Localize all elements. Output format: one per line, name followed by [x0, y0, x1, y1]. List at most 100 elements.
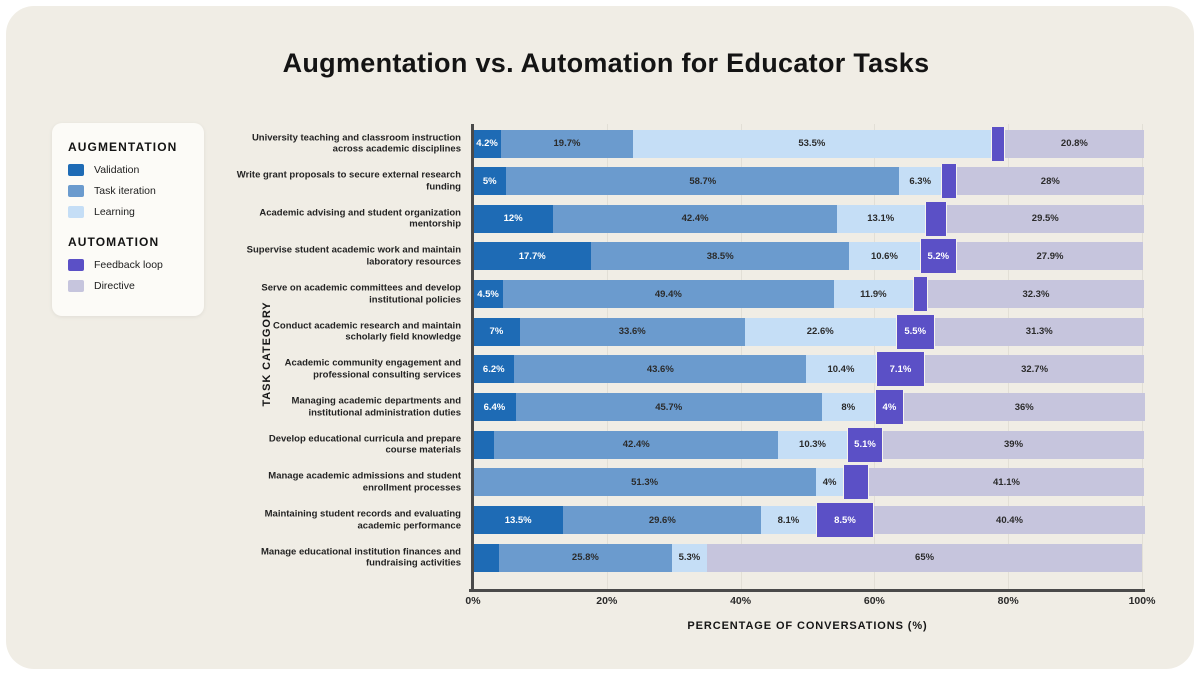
bar-row: 6.4% 45.7% 8% 4% 36% [473, 393, 1142, 421]
bar-value-label: 12% [504, 213, 523, 224]
category-label: Supervise student academic work and main… [236, 245, 461, 268]
x-tick-label: 40% [730, 595, 751, 607]
bar-value-label: 41.1% [993, 477, 1020, 488]
bar-segment-learning: 10.6% [849, 242, 920, 270]
bar-segment-directive: 31.3% [935, 318, 1144, 346]
bar-value-label: 45.7% [655, 402, 682, 413]
category-label: Manage academic admissions and student e… [236, 471, 461, 494]
bar-value-label: 36% [1015, 402, 1034, 413]
bar-segment-feedback-loop: 8.5% [816, 503, 875, 537]
bar-row: 17.7%38.5%10.6%5.2%27.9% [473, 242, 1142, 270]
bar-row: 51.3%4% 41.1% [473, 468, 1142, 496]
bar-value-label: 7.1% [890, 364, 912, 375]
bar-segment-directive: 27.9% [957, 242, 1144, 270]
bar-segment-validation: 4.5% [473, 280, 503, 308]
bar-value-label: 5% [483, 176, 497, 187]
bar-value-label: 33.6% [619, 326, 646, 337]
bar-value-label: 19.7% [554, 138, 581, 149]
bar-value-label: 10.4% [827, 364, 854, 375]
bar-segment-feedback-loop: 4% [875, 390, 904, 424]
bar-value-label: 31.3% [1026, 326, 1053, 337]
x-axis-title: PERCENTAGE OF CONVERSATIONS (%) [473, 620, 1142, 632]
bar-segment-task-iteration: 43.6% [514, 355, 806, 383]
bar-value-label: 32.7% [1021, 364, 1048, 375]
bar-value-label: 11.9% [860, 289, 886, 300]
category-label: Manage educational institution finances … [236, 546, 461, 569]
bar-segment-directive: 41.1% [869, 468, 1144, 496]
bar-value-label: 4.2% [476, 138, 498, 149]
bar-value-label: 5.1% [854, 439, 876, 450]
bar-segment-validation: 17.7% [473, 242, 591, 270]
bar-value-label: 4.5% [477, 289, 499, 300]
x-tick-label: 60% [864, 595, 885, 607]
bar-segment-learning: 5.3% [672, 544, 707, 572]
bar-value-label: 25.8% [572, 552, 599, 563]
bar-value-label: 8.1% [778, 515, 800, 526]
bar-segment-directive: 65% [707, 544, 1142, 572]
bar-segment-validation [473, 431, 494, 459]
y-axis-title: TASK CATEGORY [261, 302, 273, 407]
bar-segment-feedback-loop [913, 277, 928, 311]
bar-row: 42.4%10.3%5.1%39% [473, 431, 1142, 459]
bar-segment-validation: 6.4% [473, 393, 516, 421]
bar-value-label: 39% [1004, 439, 1023, 450]
bar-row: 7% 33.6% 22.6% 5.5% 31.3% [473, 318, 1142, 346]
category-label: Academic advising and student organizati… [236, 207, 461, 230]
bar-segment-feedback-loop [941, 164, 956, 198]
bar-segment-learning: 13.1% [837, 205, 925, 233]
bar-segment-validation: 13.5% [473, 506, 563, 534]
bar-value-label: 40.4% [996, 515, 1023, 526]
bar-segment-task-iteration: 19.7% [501, 130, 633, 158]
x-tick-label: 0% [465, 595, 480, 607]
bar-segment-learning: 4% [816, 468, 843, 496]
bar-segment-task-iteration: 33.6% [520, 318, 745, 346]
bar-segment-feedback-loop: 7.1% [876, 352, 925, 386]
bar-segment-learning: 22.6% [745, 318, 896, 346]
bar-segment-directive: 36% [904, 393, 1145, 421]
bar-value-label: 53.5% [798, 138, 825, 149]
bar-value-label: 22.6% [807, 326, 834, 337]
bar-segment-learning: 6.3% [899, 167, 941, 195]
bar-value-label: 5.2% [927, 251, 949, 262]
bar-value-label: 8.5% [834, 515, 856, 526]
bar-value-label: 29.6% [649, 515, 676, 526]
plot-area: 4.2% 19.7% 53.5% 20.8% 5% 58.7% 6.3% 28% 12% 42.4… [6, 6, 1200, 681]
bar-segment-task-iteration: 42.4% [494, 431, 778, 459]
bar-segment-feedback-loop [925, 202, 947, 236]
bar-value-label: 27.9% [1037, 251, 1064, 262]
bar-segment-task-iteration: 29.6% [563, 506, 761, 534]
bar-value-label: 13.1% [867, 213, 894, 224]
bar-value-label: 58.7% [689, 176, 716, 187]
bar-value-label: 4% [883, 402, 897, 413]
chart-card: Augmentation vs. Automation for Educator… [6, 6, 1194, 669]
bar-row: 12%42.4%13.1%29.5% [473, 205, 1142, 233]
bar-segment-validation: 6.2% [473, 355, 514, 383]
bar-segment-learning: 53.5% [633, 130, 991, 158]
bar-value-label: 20.8% [1061, 138, 1088, 149]
x-tick-label: 20% [596, 595, 617, 607]
bar-segment-feedback-loop: 5.5% [896, 315, 935, 349]
bar-segment-directive: 32.7% [925, 355, 1144, 383]
bar-value-label: 8% [841, 402, 855, 413]
category-label: Write grant proposals to secure external… [236, 170, 461, 193]
bar-row: 5% 58.7% 6.3% 28% [473, 167, 1142, 195]
bar-value-label: 17.7% [519, 251, 546, 262]
bar-row: 6.2%43.6% 10.4% 7.1% 32.7% [473, 355, 1142, 383]
bar-value-label: 7% [490, 326, 504, 337]
bar-segment-validation [473, 544, 499, 572]
bar-row: 25.8% 5.3% 65% [473, 544, 1142, 572]
x-tick-label: 100% [1129, 595, 1156, 607]
bar-segment-validation: 12% [473, 205, 553, 233]
bar-segment-validation: 5% [473, 167, 506, 195]
bar-segment-learning: 11.9% [834, 280, 914, 308]
bar-segment-directive: 39% [883, 431, 1144, 459]
bar-segment-task-iteration: 25.8% [499, 544, 672, 572]
bar-segment-feedback-loop: 5.2% [920, 239, 957, 273]
bar-value-label: 65% [915, 552, 934, 563]
bar-segment-task-iteration: 45.7% [516, 393, 822, 421]
bar-segment-task-iteration: 49.4% [503, 280, 833, 308]
bar-value-label: 29.5% [1032, 213, 1059, 224]
bar-value-label: 28% [1041, 176, 1060, 187]
bar-segment-task-iteration: 51.3% [473, 468, 816, 496]
bar-segment-learning: 8.1% [761, 506, 815, 534]
